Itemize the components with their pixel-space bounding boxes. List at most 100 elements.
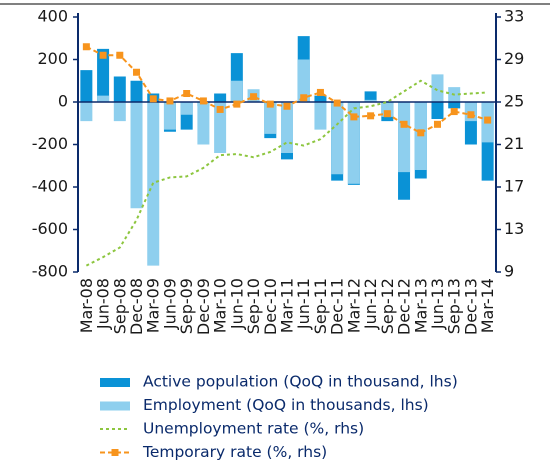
x-tick-label: Sep-11 <box>311 278 330 334</box>
x-tick-label: Sep-09 <box>177 278 196 334</box>
x-tick-label: Jun-11 <box>294 278 313 330</box>
marker <box>233 100 241 108</box>
x-tick-label: Mar-11 <box>278 278 297 333</box>
y-tick-label: -800 <box>32 262 68 281</box>
legend-label: Active population (QoQ in thousand, lhs) <box>143 373 458 391</box>
marker <box>133 68 141 76</box>
y2-tick-label: 17 <box>504 177 524 196</box>
marker <box>250 93 258 101</box>
bar <box>314 102 327 130</box>
y2-tick-label: 25 <box>504 92 524 111</box>
x-tick-label: Sep-13 <box>445 278 464 334</box>
y2-tick-label: 13 <box>504 219 524 238</box>
x-tick-label: Jun-13 <box>428 278 447 330</box>
bar <box>214 102 227 153</box>
x-tick-label: Jun-08 <box>94 278 113 330</box>
x-tick-label: Dec-08 <box>127 278 146 335</box>
x-tick-label: Dec-12 <box>395 278 414 335</box>
marker <box>350 113 358 121</box>
y-tick-label: -600 <box>32 219 68 238</box>
bar <box>113 76 126 102</box>
bar <box>163 102 176 130</box>
x-tick-label: Sep-08 <box>110 278 129 334</box>
x-tick-label: Mar-12 <box>344 278 363 333</box>
marker <box>467 111 475 119</box>
bar <box>331 102 344 175</box>
bar <box>364 91 377 102</box>
x-tick-label: Dec-11 <box>328 278 347 335</box>
bar <box>398 102 411 173</box>
x-tick-label: Dec-10 <box>261 278 280 335</box>
marker <box>383 110 391 118</box>
marker <box>166 97 174 105</box>
bar <box>130 80 143 102</box>
bar <box>130 102 143 209</box>
bar <box>431 74 444 102</box>
x-tick-label: Sep-10 <box>244 278 263 334</box>
marker <box>367 112 375 120</box>
y-tick-label: -200 <box>32 134 68 153</box>
bar <box>364 99 377 102</box>
marker <box>116 51 124 59</box>
bar <box>214 93 227 102</box>
bar <box>448 102 461 109</box>
bar <box>80 70 93 102</box>
legend-label: Unemployment rate (%, rhs) <box>143 420 364 438</box>
x-tick-label: Dec-09 <box>194 278 213 335</box>
x-tick-label: Jun-12 <box>361 278 380 330</box>
y2-tick-label: 21 <box>504 134 524 153</box>
x-tick-label: Mar-10 <box>211 278 230 333</box>
x-tick-label: Mar-14 <box>478 278 497 333</box>
bar <box>431 102 444 119</box>
marker <box>183 90 191 97</box>
marker <box>99 51 107 59</box>
y2-tick-label: 29 <box>504 49 524 68</box>
bar <box>281 102 293 153</box>
x-tick-label: Sep-12 <box>378 278 397 334</box>
marker <box>333 99 341 107</box>
bar <box>347 102 360 184</box>
bar <box>197 102 210 145</box>
y2-tick-label: 9 <box>504 262 514 281</box>
x-tick-label: Jun-10 <box>227 278 246 330</box>
legend-label: Temporary rate (%, rhs) <box>142 443 327 461</box>
marker <box>433 120 441 128</box>
marker <box>216 105 224 113</box>
bar <box>80 102 93 122</box>
marker <box>484 116 492 124</box>
y-tick-label: 400 <box>37 7 68 26</box>
marker <box>283 102 291 110</box>
x-tick-label: Jun-09 <box>160 278 179 330</box>
bar <box>113 102 126 122</box>
x-tick-label: Mar-08 <box>77 278 96 333</box>
bar <box>230 80 243 102</box>
legend-swatch <box>100 378 130 387</box>
x-tick-label: Mar-09 <box>144 278 163 333</box>
line <box>85 79 488 267</box>
marker <box>300 94 308 102</box>
bar <box>314 95 327 102</box>
x-tick-label: Mar-13 <box>411 278 430 333</box>
legend-marker <box>111 449 119 456</box>
marker <box>199 97 207 105</box>
marker <box>266 100 274 108</box>
marker <box>450 108 458 116</box>
bar <box>97 95 110 102</box>
legend-label: Employment (QoQ in thousands, lhs) <box>143 396 429 414</box>
marker <box>149 95 157 103</box>
bar <box>297 59 310 102</box>
marker <box>417 129 425 137</box>
bar <box>264 102 277 134</box>
y-tick-label: -400 <box>32 177 68 196</box>
y2-tick-label: 33 <box>504 7 524 26</box>
marker <box>82 43 90 51</box>
x-tick-label: Dec-13 <box>461 278 480 335</box>
bar <box>180 102 193 115</box>
y-tick-label: 0 <box>58 92 68 111</box>
y-tick-label: 200 <box>37 49 68 68</box>
legend-swatch <box>100 401 130 411</box>
bar <box>97 48 110 102</box>
marker <box>316 88 324 96</box>
marker <box>400 120 408 128</box>
